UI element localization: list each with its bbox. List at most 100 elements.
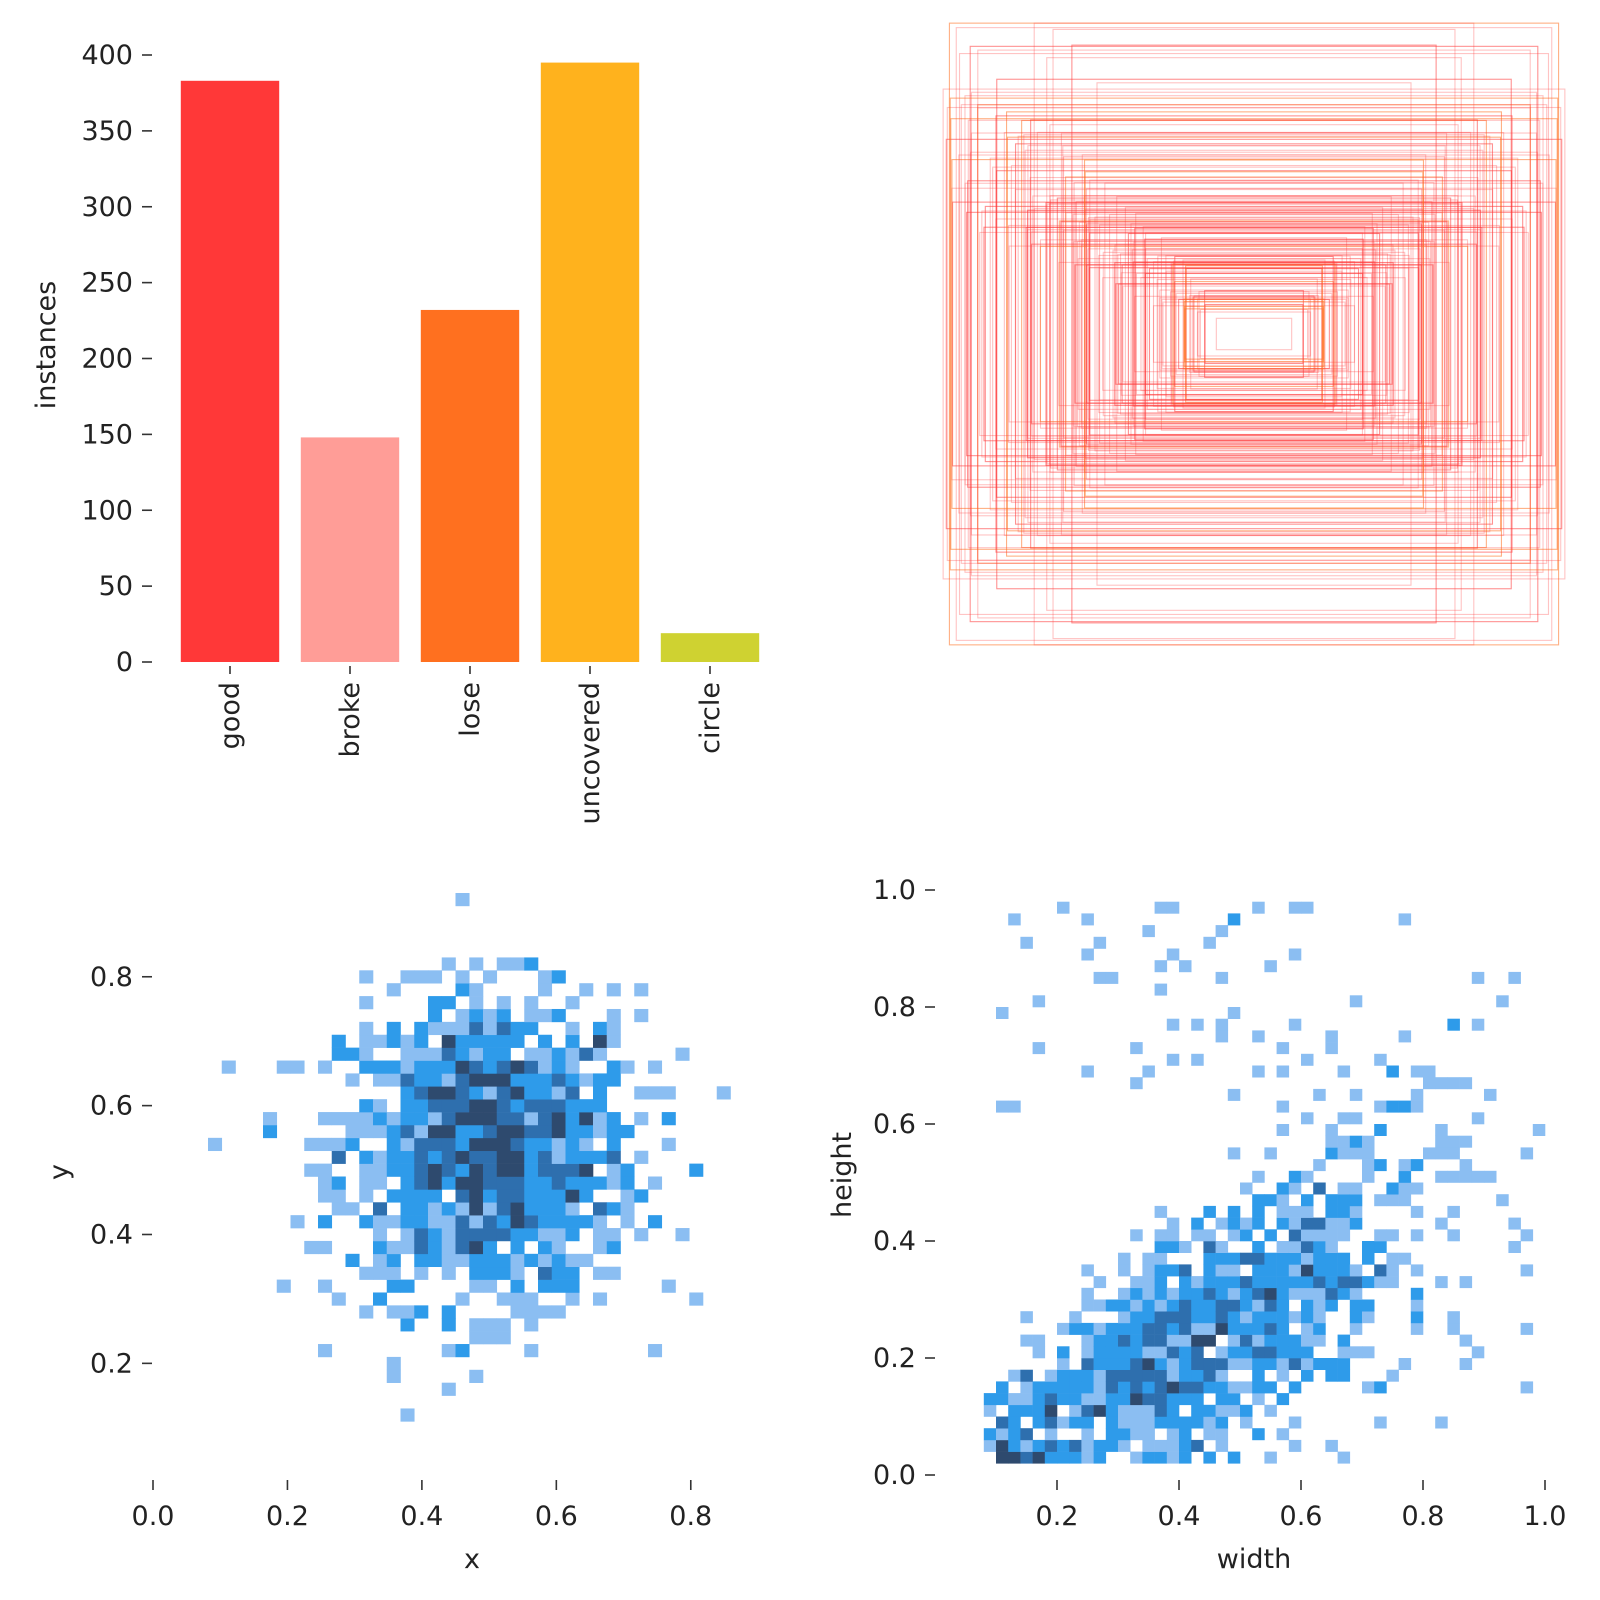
xy-hist-cell [606, 1008, 621, 1023]
box-outline [1030, 119, 1478, 549]
xy-axes: 0.0 0.2 0.4 0.6 0.8 0.2 0.4 0.6 0.8 [90, 962, 712, 1532]
wh-hist-cell [1264, 1147, 1277, 1160]
box-outline [1086, 223, 1422, 445]
xy-hist-cell [593, 1150, 608, 1164]
box-outline [1062, 156, 1446, 512]
box-outline [1160, 237, 1348, 431]
wh-hist-cell [1081, 1416, 1094, 1429]
wh-hist-cell [1118, 1311, 1131, 1324]
xy-hist-cell [510, 1202, 525, 1216]
wh-hist-cell [1288, 1416, 1302, 1429]
xy-hist-cell [441, 1073, 456, 1087]
box-outline [1185, 268, 1323, 400]
wh-hist-cell [1008, 1404, 1021, 1417]
box-outline [1152, 305, 1356, 363]
wh-hist-cell [1166, 1241, 1180, 1253]
wh-hist-cell [1154, 1264, 1168, 1277]
xy-hist-cell [510, 1034, 525, 1048]
xy-hist-cell [524, 996, 539, 1010]
xy-hist-cell [428, 1137, 443, 1152]
xy-hist-cell [455, 1202, 470, 1216]
xy-y-axis-label: y [44, 1164, 75, 1180]
wh-hist-cell [1288, 1287, 1302, 1300]
xy-hist-cell [510, 1279, 525, 1293]
wh-hist-cell [1191, 1018, 1204, 1031]
bar-uncovered [540, 62, 640, 662]
xy-hist-cell [428, 1112, 443, 1126]
xy-hist-cell [373, 1060, 388, 1074]
xy-hist-cell [428, 1099, 443, 1113]
xy-hist-cell [579, 1099, 594, 1113]
xy-hist-cell [469, 1150, 484, 1164]
wh-hist-cell [1093, 1393, 1107, 1406]
box-outline [1116, 196, 1392, 472]
xy-hist-cell [510, 1176, 525, 1190]
wh-hist-cell [1398, 1252, 1412, 1265]
xy-hist-cell [606, 1060, 621, 1074]
xy-x-tick-label: 0.0 [132, 1501, 175, 1532]
xy-hist-cell [675, 1228, 690, 1242]
wh-hist-cell [1081, 1393, 1094, 1406]
xy-hist-cell [469, 1124, 484, 1139]
box-outline [1010, 164, 1498, 504]
xy-hist-cell [606, 1021, 621, 1036]
wh-hist-cell [1325, 1030, 1338, 1043]
wh-hist-cell [1410, 1229, 1424, 1242]
xy-hist-cell [538, 1228, 553, 1242]
wh-hist-cell [1313, 1334, 1326, 1347]
bar-x-tick-label: circle [695, 682, 726, 754]
wh-hist-cell [1520, 1381, 1534, 1394]
xy-hist-cell [538, 1112, 553, 1126]
wh-y-tick-label: 0.6 [873, 1109, 916, 1140]
wh-hist-cell [1069, 1369, 1082, 1382]
wh-hist-cell [1349, 1112, 1363, 1125]
wh-hist-cell [1191, 1369, 1204, 1382]
box-outline [1075, 201, 1433, 467]
xy-hist-cell [331, 1112, 346, 1126]
xy-hist-cell [469, 983, 484, 997]
xy-hist-cell [483, 1034, 498, 1048]
xy-hist-cell [551, 1279, 566, 1293]
box-outline [1196, 311, 1312, 357]
xy-hist-cell [510, 1305, 525, 1319]
wh-hist-cell [1130, 1451, 1143, 1464]
wh-hist-cell [1227, 1147, 1241, 1160]
xy-hist-cell [606, 1073, 621, 1087]
wh-hist-cell [1423, 1077, 1436, 1090]
wh-hist-cell [1044, 1369, 1058, 1382]
wh-hist-cell [1118, 1369, 1131, 1382]
wh-hist-cell [1240, 1287, 1253, 1300]
wh-hist-cell [1349, 1205, 1363, 1218]
wh-hist-cell [1093, 1358, 1107, 1370]
xy-hist-cell [648, 1215, 663, 1229]
wh-hist-cell [1118, 1416, 1131, 1429]
xy-hist-cell [483, 1124, 498, 1139]
box-outline [983, 226, 1525, 442]
box-outline [1062, 145, 1446, 523]
wh-hist-cell [1374, 1241, 1387, 1253]
wh-hist-cell [1166, 1428, 1180, 1441]
xy-y-tick-label: 0.4 [90, 1219, 133, 1250]
xy-hist-cell [661, 1112, 676, 1126]
wh-hist-cell [1093, 936, 1107, 949]
wh-hist-cell [1032, 1381, 1046, 1394]
xy-hist-cell [441, 1112, 456, 1126]
wh-hist-cell [1264, 1229, 1277, 1242]
wh-hist-cell [1240, 1358, 1253, 1370]
wh-hist-cell [1374, 1276, 1387, 1289]
xy-hist-cell [551, 1266, 566, 1280]
box-outline [1032, 195, 1476, 473]
wh-hist-cell [1166, 1053, 1180, 1066]
wh-hist-cell [1447, 1322, 1460, 1335]
xy-hist-cell [359, 1189, 374, 1203]
box-outline [1046, 57, 1462, 611]
wh-hist-cell [1301, 1264, 1314, 1277]
wh-hist-cell [1227, 1334, 1241, 1347]
xy-hist-cell [359, 996, 374, 1010]
xy-hist-cell [606, 1266, 621, 1280]
wh-hist-cell [1508, 1241, 1521, 1253]
wh-hist-cell [1227, 1205, 1241, 1218]
wh-hist-cell [1288, 1229, 1302, 1242]
wh-hist-cell [1203, 1264, 1216, 1277]
xy-hist-cell [304, 1240, 319, 1255]
